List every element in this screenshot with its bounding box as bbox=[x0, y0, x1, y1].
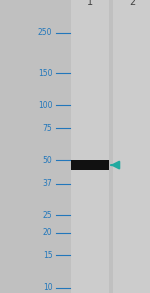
Text: 37: 37 bbox=[43, 180, 52, 188]
Text: 250: 250 bbox=[38, 28, 52, 37]
Text: 150: 150 bbox=[38, 69, 52, 78]
Text: 1: 1 bbox=[87, 0, 93, 7]
Text: 2: 2 bbox=[129, 0, 135, 7]
Text: 25: 25 bbox=[43, 210, 52, 219]
Text: 10: 10 bbox=[43, 283, 52, 292]
Text: 50: 50 bbox=[43, 156, 52, 165]
Bar bbox=[71, 0, 109, 293]
Bar bbox=[113, 0, 150, 293]
Text: 20: 20 bbox=[43, 228, 52, 237]
Text: 75: 75 bbox=[43, 124, 52, 132]
Text: 100: 100 bbox=[38, 101, 52, 110]
Bar bbox=[71, 160, 109, 170]
Text: 15: 15 bbox=[43, 251, 52, 260]
